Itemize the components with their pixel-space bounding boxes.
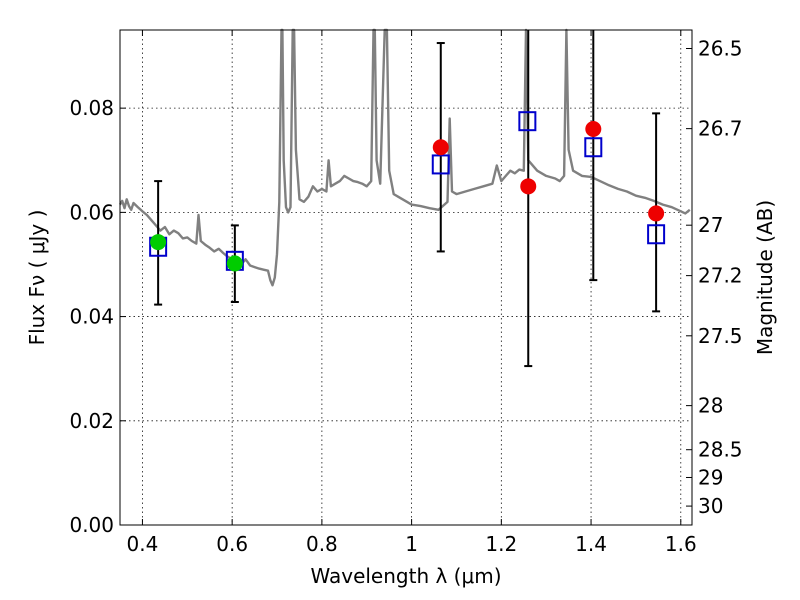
plot-frame — [119, 29, 693, 526]
magnitude-tick-label: 27 — [698, 213, 723, 237]
magnitude-tick-label: 29 — [698, 465, 723, 489]
grid — [120, 30, 692, 526]
model-points — [149, 111, 666, 271]
ticks — [120, 30, 692, 526]
model-point — [647, 224, 666, 245]
observed-point — [432, 139, 449, 156]
magnitude-tick-label: 27.5 — [698, 324, 743, 348]
model-point — [584, 137, 603, 158]
y-tick-label: 0.02 — [69, 409, 114, 433]
y-tick-label: 0.00 — [69, 513, 114, 537]
x-tick-label: 1.4 — [575, 532, 607, 556]
spectrum-line — [118, 28, 691, 287]
observed-point — [520, 178, 537, 195]
x-tick-label: 1 — [405, 532, 418, 556]
y-axis-label-left: Flux Fν ( μJy ) — [25, 210, 49, 346]
observed-points — [150, 121, 665, 272]
x-tick-label: 0.8 — [306, 532, 338, 556]
model-point — [431, 154, 450, 175]
magnitude-tick-label: 26.5 — [698, 36, 743, 60]
error-bars — [154, 30, 661, 368]
x-axis-label: Wavelength λ (μm) — [310, 564, 501, 588]
y-tick-label: 0.08 — [69, 96, 114, 120]
model-point — [518, 111, 537, 132]
x-tick-label: 1.2 — [485, 532, 517, 556]
x-tick-label: 0.4 — [127, 532, 159, 556]
magnitude-tick-label: 28 — [698, 394, 723, 418]
template-spectrum — [118, 28, 691, 287]
magnitude-tick-label: 28.5 — [698, 438, 743, 462]
magnitude-tick-label: 26.7 — [698, 117, 743, 141]
tick-labels: 0.4 0.6 0.8 1 1.2 1.4 1.6 0.00 0.02 0.04 0.06 0.08 2… — [69, 36, 742, 556]
magnitude-tick-label: 30 — [698, 494, 723, 518]
observed-point — [150, 234, 167, 251]
y-tick-label: 0.06 — [69, 200, 114, 224]
observed-point — [648, 205, 665, 222]
x-tick-label: 0.6 — [216, 532, 248, 556]
y-tick-label: 0.04 — [69, 305, 114, 329]
observed-point — [226, 255, 243, 272]
x-tick-label: 1.6 — [665, 532, 697, 556]
y-axis-label-right: Magnitude (AB) — [753, 200, 777, 355]
magnitude-tick-label: 27.2 — [698, 264, 743, 288]
observed-point — [585, 121, 602, 137]
